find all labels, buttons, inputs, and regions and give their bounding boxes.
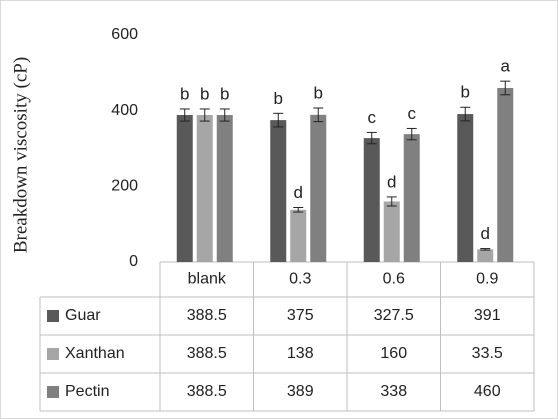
- bar: [403, 134, 420, 262]
- bar: [216, 115, 233, 262]
- significance-letter: d: [481, 224, 490, 243]
- x-tick-label: blank: [188, 271, 227, 288]
- x-tick-label: 0.6: [383, 271, 405, 288]
- y-tick-label: 0: [129, 253, 138, 270]
- x-tick-label: 0.9: [476, 271, 498, 288]
- bar: [270, 120, 287, 262]
- significance-letter: b: [461, 83, 470, 102]
- y-tick-label: 600: [111, 26, 138, 43]
- table-cell: 460: [474, 383, 501, 400]
- table-cell: 388.5: [187, 307, 227, 324]
- table-cell: 160: [380, 345, 407, 362]
- significance-letter: d: [294, 183, 303, 202]
- table-cell: 391: [474, 307, 501, 324]
- bar: [383, 201, 400, 262]
- bar: [310, 114, 327, 262]
- legend-swatch: [47, 348, 59, 360]
- table-cell: 138: [287, 345, 314, 362]
- legend-label: Guar: [65, 307, 101, 324]
- bar: [290, 209, 307, 262]
- table-cell: 327.5: [374, 307, 414, 324]
- significance-letter: b: [314, 84, 323, 103]
- significance-letter: d: [387, 172, 396, 191]
- y-tick-label: 400: [111, 102, 138, 119]
- bar: [196, 115, 213, 262]
- legend-label: Xanthan: [65, 345, 125, 362]
- significance-letter: b: [274, 89, 283, 108]
- table-cell: 33.5: [472, 345, 503, 362]
- table-cell: 388.5: [187, 345, 227, 362]
- significance-letter: b: [180, 84, 189, 103]
- bar: [477, 249, 494, 262]
- legend-swatch: [47, 310, 59, 322]
- legend-label: Pectin: [65, 383, 109, 400]
- table-cell: 338: [380, 383, 407, 400]
- significance-letter: a: [501, 57, 511, 76]
- table-cell: 388.5: [187, 383, 227, 400]
- significance-letter: c: [408, 104, 417, 123]
- table-cell: 375: [287, 307, 314, 324]
- legend-swatch: [47, 386, 59, 398]
- significance-letter: b: [220, 84, 229, 103]
- bar: [457, 114, 474, 263]
- significance-letter: c: [368, 108, 377, 127]
- table-cell: 389: [287, 383, 314, 400]
- y-tick-label: 200: [111, 178, 138, 195]
- bar: [363, 138, 380, 262]
- bar: [176, 115, 193, 262]
- y-axis-label: Breakdown viscosity (cP): [10, 57, 31, 253]
- significance-letter: b: [200, 84, 209, 103]
- bar: [497, 87, 514, 262]
- x-tick-label: 0.3: [289, 271, 311, 288]
